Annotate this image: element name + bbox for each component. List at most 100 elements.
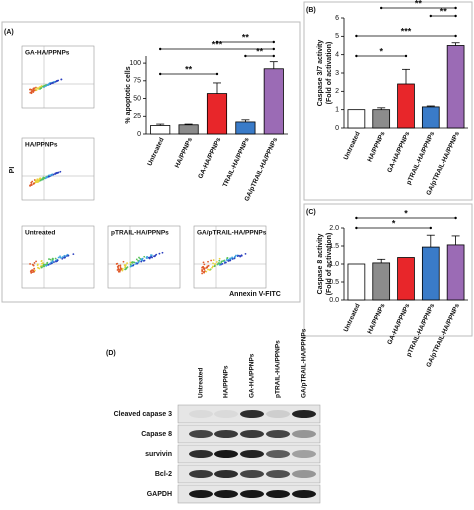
sig-end <box>355 34 358 38</box>
flow-dot <box>115 263 118 265</box>
sig-end <box>215 72 219 76</box>
flow-dot <box>132 264 135 267</box>
bar <box>421 106 440 129</box>
sig-end <box>404 54 408 58</box>
flow-dot <box>39 87 42 90</box>
sig-end <box>159 72 162 76</box>
blot-band <box>240 470 264 478</box>
x-tick-label: HA/PPNPs <box>174 136 194 169</box>
flow-dot <box>30 88 33 91</box>
blot-band <box>266 490 290 498</box>
blot-column-label: pTRAIL-HA/PPNPs <box>275 340 282 398</box>
y-tick-label: 0 <box>137 131 141 138</box>
flow-dot <box>63 254 66 257</box>
y-tick-label: 25 <box>133 113 141 120</box>
bar <box>397 257 415 301</box>
flow-dot <box>35 180 37 182</box>
flow-dot <box>47 83 50 86</box>
flow-dot <box>201 272 204 275</box>
flow-dot <box>35 260 37 263</box>
flow-dot <box>54 257 57 260</box>
flow-dot <box>49 258 52 261</box>
flow-dot <box>32 269 35 272</box>
flow-dot <box>61 256 64 258</box>
flow-dot <box>210 259 213 262</box>
flow-dot <box>45 84 47 86</box>
sig-label: ** <box>256 46 264 56</box>
blot-band <box>189 410 213 418</box>
y-axis-label: Caspase 8 activity <box>317 234 324 295</box>
flow-x-label: Annexin V-FITC <box>229 291 281 298</box>
x-tick-label: Untreated <box>343 131 362 161</box>
blot-band <box>240 410 264 418</box>
flow-dot <box>59 255 61 258</box>
flow-dot <box>30 269 33 272</box>
flow-dot <box>55 260 57 263</box>
blot-band <box>189 470 213 478</box>
flow-dot <box>48 258 50 260</box>
flow-dot <box>229 259 232 262</box>
flow-dot <box>125 267 128 269</box>
flow-plot-label: GA/pTRAIL-HA/PPNPs <box>197 230 267 237</box>
y-tick-label: 5 <box>335 33 339 40</box>
blot-band <box>189 430 213 438</box>
flow-dot <box>214 263 216 265</box>
flow-dot <box>223 260 226 263</box>
blot-column-label: GA-HA/PPNPs <box>249 353 256 398</box>
flow-dot <box>212 262 214 265</box>
flow-dot <box>118 269 121 272</box>
blot-band <box>266 470 290 478</box>
y-tick-label: 3 <box>335 70 339 77</box>
blot-band <box>189 450 213 458</box>
flow-dot <box>60 78 63 81</box>
y-tick-label: 75 <box>133 78 141 85</box>
flow-dot <box>218 263 221 266</box>
flow-dot <box>33 267 36 270</box>
x-tick-label: GA-HA/PPNPs <box>386 130 411 174</box>
bar <box>372 109 391 129</box>
sig-label: *** <box>212 39 223 49</box>
x-tick-label: TRAIL-HA/PPNPs <box>222 136 251 188</box>
flow-dot <box>46 176 49 179</box>
sig-label: ** <box>440 6 448 16</box>
blot-row-label: survivin <box>145 451 172 458</box>
bar <box>446 45 465 129</box>
flow-dot <box>29 263 31 265</box>
flow-dot <box>40 259 43 262</box>
y-tick-label: 1.5 <box>329 243 339 250</box>
flow-dot <box>203 268 205 270</box>
flow-plot-label: GA-HA/PPNPs <box>25 50 70 57</box>
flow-dot <box>218 257 221 260</box>
flow-dot <box>119 264 122 267</box>
flow-dot <box>218 259 221 262</box>
flow-dot <box>29 184 31 187</box>
flow-dot <box>36 264 39 267</box>
flow-dot <box>30 92 33 95</box>
flow-dot <box>45 264 48 267</box>
flow-dot <box>51 260 54 262</box>
flow-dot <box>146 255 149 258</box>
sig-end <box>244 54 247 58</box>
flow-dot <box>201 270 204 273</box>
flow-dot <box>33 262 36 264</box>
blot-band <box>240 430 264 438</box>
flow-dot <box>135 258 138 261</box>
flow-dot <box>139 257 142 260</box>
blot-row-label: Cleaved capase 3 <box>114 411 172 418</box>
flow-dot <box>202 265 205 268</box>
bar <box>235 121 256 135</box>
flow-dot <box>207 260 209 263</box>
bar <box>263 68 284 135</box>
flow-dot <box>207 264 210 267</box>
y-tick-label: 50 <box>133 95 141 102</box>
bar <box>372 262 391 301</box>
x-tick-label: HA/PPNPs <box>366 302 386 335</box>
flow-dot <box>218 262 220 264</box>
flow-dot <box>129 261 132 264</box>
blot-band <box>214 450 238 458</box>
blot-column-label: HA/PPNPs <box>223 365 230 398</box>
flow-dot <box>158 252 161 255</box>
flow-dot <box>57 256 60 259</box>
y-tick-label: 2 <box>335 88 339 95</box>
